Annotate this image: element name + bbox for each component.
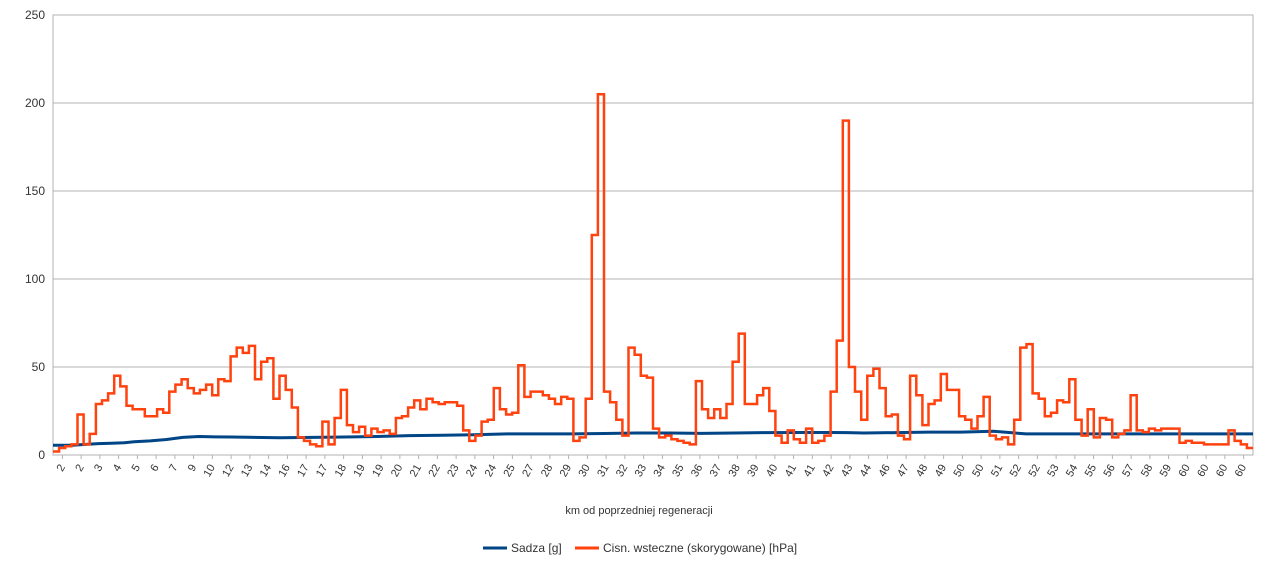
x-tick-label: 18	[333, 463, 350, 480]
x-tick-label: 34	[651, 463, 668, 480]
x-tick-label: 35	[670, 463, 687, 480]
legend: Sadza [g] Cisn. wsteczne (skorygowane) [h…	[483, 541, 797, 555]
x-tick-label: 10	[201, 463, 218, 480]
gridlines	[52, 14, 1254, 456]
x-tick-label: 22	[426, 463, 443, 480]
x-tick-label: 47	[895, 463, 912, 480]
x-tick-label: 27	[520, 463, 537, 480]
x-tick-label: 4	[111, 463, 124, 474]
x-tick-label: 19	[351, 463, 368, 480]
x-tick-label: 55	[1083, 463, 1100, 480]
x-tick-label: 25	[501, 463, 518, 480]
series-lines	[53, 92, 1253, 453]
x-tick-label: 2	[55, 463, 68, 474]
x-tick-label: 57	[1120, 463, 1137, 480]
x-tick-label: 29	[558, 463, 575, 480]
x-tick-label: 42	[820, 463, 837, 480]
legend-label: Sadza [g]	[511, 541, 562, 555]
y-tick-label: 150	[25, 184, 45, 198]
x-tick-label: 2	[73, 463, 86, 474]
x-tick-label: 58	[1139, 463, 1156, 480]
x-tick-label: 14	[258, 463, 275, 480]
x-tick-label: 38	[726, 463, 743, 480]
x-tick-label: 7	[167, 463, 180, 474]
x-tick-label: 60	[1176, 463, 1193, 480]
x-tick-label: 20	[389, 463, 406, 480]
x-tick-label: 60	[1195, 463, 1212, 480]
series-line-cisnienie	[53, 92, 1253, 453]
x-axis-title: km od poprzedniej regeneracji	[565, 505, 712, 517]
legend-label: Cisn. wsteczne (skorygowane) [hPa]	[603, 541, 797, 555]
x-tick-label: 24	[464, 463, 481, 480]
x-tick-label: 30	[576, 463, 593, 480]
x-tick-label: 36	[689, 463, 706, 480]
x-tick-label: 52	[1026, 463, 1043, 480]
x-tick-label: 3	[92, 463, 105, 474]
x-tick-label: 43	[839, 463, 856, 480]
x-axis-ticks: 2 2 3 4 5 6 7 9 10 12 13 14 16 17 17 18 19 19 20 21 22 23 24 24…	[55, 455, 1250, 480]
y-tick-label: 250	[25, 8, 45, 22]
x-tick-label: 28	[539, 463, 556, 480]
x-tick-label: 9	[186, 463, 199, 474]
x-tick-label: 17	[295, 463, 312, 480]
x-tick-label: 54	[1064, 463, 1081, 480]
x-tick-label: 31	[595, 463, 612, 480]
x-tick-label: 41	[783, 463, 800, 480]
x-tick-label: 51	[989, 463, 1006, 480]
x-tick-label: 44	[858, 463, 875, 480]
y-tick-label: 100	[25, 272, 45, 286]
x-tick-label: 33	[633, 463, 650, 480]
x-tick-label: 32	[614, 463, 631, 480]
x-tick-label: 12	[220, 463, 237, 480]
x-tick-label: 21	[408, 463, 425, 480]
x-tick-label: 59	[1158, 463, 1175, 480]
x-tick-label: 60	[1214, 463, 1231, 480]
y-axis-ticks: 0 50 100 150 200 250	[25, 8, 45, 462]
x-tick-label: 40	[764, 463, 781, 480]
x-tick-label: 13	[239, 463, 256, 480]
x-tick-label: 48	[914, 463, 931, 480]
plot-area	[52, 14, 1254, 456]
x-tick-label: 37	[708, 463, 725, 480]
x-tick-label: 5	[130, 463, 143, 474]
x-tick-label: 23	[445, 463, 462, 480]
y-tick-label: 50	[32, 360, 46, 374]
x-tick-label: 41	[801, 463, 818, 480]
x-tick-label: 6	[148, 463, 161, 474]
y-tick-label: 0	[38, 448, 45, 462]
x-tick-label: 24	[483, 463, 500, 480]
x-tick-label: 52	[1008, 463, 1025, 480]
x-tick-label: 50	[970, 463, 987, 480]
x-tick-label: 60	[1233, 463, 1250, 480]
x-tick-label: 19	[370, 463, 387, 480]
x-tick-label: 49	[933, 463, 950, 480]
y-tick-label: 200	[25, 96, 45, 110]
x-tick-label: 16	[276, 463, 293, 480]
series-line-sadza	[53, 429, 1253, 447]
x-tick-label: 39	[745, 463, 762, 480]
x-tick-label: 53	[1045, 463, 1062, 480]
x-tick-label: 56	[1101, 463, 1118, 480]
x-tick-label: 17	[314, 463, 331, 480]
x-tick-label: 50	[951, 463, 968, 480]
x-tick-label: 46	[876, 463, 893, 480]
